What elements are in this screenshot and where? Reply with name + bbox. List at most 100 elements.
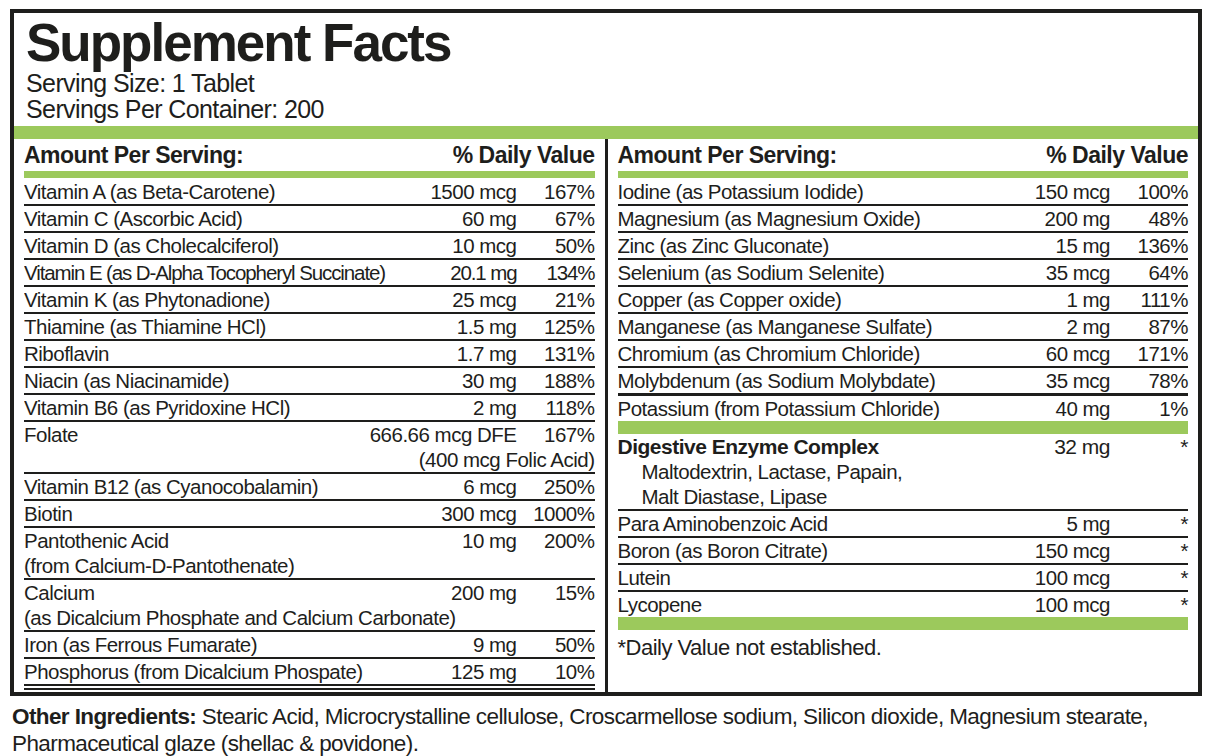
table-row: Biotin300 mcg1000% <box>24 501 595 528</box>
nutrient-row-main: Boron (as Boron Citrate)150 mcg* <box>618 539 1189 563</box>
table-row: Molybdenum (as Sodium Molybdate)35 mcg78… <box>618 368 1189 396</box>
nutrient-dv: 171% <box>1124 342 1188 366</box>
nutrient-amount: 32 mg <box>996 435 1124 459</box>
nutrient-row-main: Para Aminobenzoic Acid5 mg* <box>618 512 1189 536</box>
nutrient-dv: 78% <box>1124 369 1188 393</box>
nutrient-row-main: Manganese (as Manganese Sulfate)2 mg87% <box>618 315 1189 339</box>
nutrient-name: Vitamin C (Ascorbic Acid) <box>24 207 403 231</box>
nutrient-amount: 30 mg <box>403 369 531 393</box>
nutrient-name: Boron (as Boron Citrate) <box>618 539 997 563</box>
nutrient-amount: 100 mcg <box>996 566 1124 590</box>
nutrient-name: Zinc (as Zinc Gluconate) <box>618 234 997 258</box>
nutrient-dv: 200% <box>531 529 595 553</box>
column-header: Amount Per Serving: % Daily Value <box>24 139 595 171</box>
label-header: Supplement Facts Serving Size: 1 Tablet … <box>14 13 1198 122</box>
nutrient-dv: 134% <box>531 261 595 285</box>
table-row: Iodine (as Potassium Iodide)150 mcg100% <box>618 179 1189 206</box>
nutrient-dv: * <box>1124 512 1188 536</box>
nutrient-dv: 67% <box>531 207 595 231</box>
nutrient-row-main: Chromium (as Chromium Chloride)60 mcg171… <box>618 342 1189 366</box>
green-divider-bar <box>618 421 1189 434</box>
table-row: Lutein100 mcg* <box>618 565 1189 592</box>
nutrient-name: Chromium (as Chromium Chloride) <box>618 342 997 366</box>
nutrient-name: Phosphorus (from Dicalcium Phospate) <box>24 660 403 684</box>
nutrient-dv: 188% <box>531 369 595 393</box>
nutrient-name: Vitamin E (as D-Alpha Tocopheryl Succina… <box>24 261 403 285</box>
nutrient-row-main: Zinc (as Zinc Gluconate)15 mg136% <box>618 234 1189 258</box>
nutrient-row-main: Vitamin E (as D-Alpha Tocopheryl Succina… <box>24 261 595 285</box>
nutrient-dv: 48% <box>1124 207 1188 231</box>
table-row: Calcium200 mg15%(as Dicalcium Phosphate … <box>24 580 595 632</box>
daily-value-footnote: *Daily Value not established. <box>618 630 1189 661</box>
nutrient-amount: 60 mcg <box>996 342 1124 366</box>
green-divider-bar <box>618 171 1189 178</box>
nutrient-dv: 15% <box>531 581 595 605</box>
table-row: Thiamine (as Thiamine HCl)1.5 mg125% <box>24 314 595 341</box>
nutrient-name: Iron (as Ferrous Fumarate) <box>24 633 403 657</box>
nutrient-name: Vitamin B12 (as Cyanocobalamin) <box>24 475 403 499</box>
nutrient-row-main: Magnesium (as Magnesium Oxide)200 mg48% <box>618 207 1189 231</box>
nutrient-amount: 125 mg <box>403 660 531 684</box>
nutrient-dv: 118% <box>531 396 595 420</box>
nutrient-row-main: Phosphorus (from Dicalcium Phospate)125 … <box>24 660 595 684</box>
nutrient-amount: 200 mg <box>403 581 531 605</box>
nutrient-rows-left: Vitamin A (as Beta-Carotene)1500 mcg167%… <box>24 179 595 690</box>
nutrient-name: Iodine (as Potassium Iodide) <box>618 180 997 204</box>
nutrient-amount: 2 mg <box>996 315 1124 339</box>
nutrient-amount: 1.7 mg <box>403 342 531 366</box>
nutrient-dv: 167% <box>531 180 595 204</box>
nutrient-amount: 1500 mcg <box>403 180 531 204</box>
nutrient-amount: 25 mcg <box>403 288 531 312</box>
nutrient-name: Copper (as Copper oxide) <box>618 288 997 312</box>
nutrient-row-main: Copper (as Copper oxide)1 mg111% <box>618 288 1189 312</box>
nutrient-amount: 10 mg <box>403 529 531 553</box>
nutrient-dv: 100% <box>1124 180 1188 204</box>
daily-value-header: % Daily Value <box>453 142 595 169</box>
nutrient-dv: 1% <box>1124 397 1188 421</box>
nutrient-name: Digestive Enzyme Complex <box>618 435 997 459</box>
nutrient-name: Pantothenic Acid <box>24 529 403 553</box>
nutrient-row-main: Vitamin B6 (as Pyridoxine HCl)2 mg118% <box>24 396 595 420</box>
nutrient-subline: Maltodextrin, Lactase, Papain, <box>618 459 1189 484</box>
nutrient-row-main: Selenium (as Sodium Selenite)35 mcg64% <box>618 261 1189 285</box>
nutrient-amount: 2 mg <box>403 396 531 420</box>
nutrient-amount: 60 mg <box>403 207 531 231</box>
nutrient-dv: * <box>1124 593 1188 617</box>
nutrient-dv: * <box>1124 539 1188 563</box>
nutrient-amount: 35 mcg <box>996 261 1124 285</box>
nutrient-dv: 131% <box>531 342 595 366</box>
table-row: Manganese (as Manganese Sulfate)2 mg87% <box>618 314 1189 341</box>
nutrient-name: Lycopene <box>618 593 997 617</box>
nutrient-amount: 200 mg <box>996 207 1124 231</box>
nutrient-name: Calcium <box>24 581 403 605</box>
table-row: Selenium (as Sodium Selenite)35 mcg64% <box>618 260 1189 287</box>
nutrient-row-main: Vitamin B12 (as Cyanocobalamin)6 mcg250% <box>24 475 595 499</box>
nutrient-amount: 150 mcg <box>996 180 1124 204</box>
table-row: Boron (as Boron Citrate)150 mcg* <box>618 538 1189 565</box>
servings-per-container: Servings Per Container: 200 <box>26 96 1188 122</box>
nutrient-row-main: Iron (as Ferrous Fumarate)9 mg50% <box>24 633 595 657</box>
nutrient-name: Riboflavin <box>24 342 403 366</box>
nutrient-row-main: Molybdenum (as Sodium Molybdate)35 mcg78… <box>618 369 1189 393</box>
nutrient-row-main: Folate666.66 mcg DFE167% <box>24 423 595 447</box>
nutrient-amount: 15 mg <box>996 234 1124 258</box>
table-row: Vitamin K (as Phytonadione)25 mcg21% <box>24 287 595 314</box>
nutrient-row-main: Riboflavin1.7 mg131% <box>24 342 595 366</box>
nutrient-dv: 87% <box>1124 315 1188 339</box>
nutrient-name: Vitamin D (as Cholecalciferol) <box>24 234 403 258</box>
table-row: Vitamin E (as D-Alpha Tocopheryl Succina… <box>24 260 595 287</box>
nutrient-row-main: Calcium200 mg15% <box>24 581 595 605</box>
table-row: Potassium (from Potassium Chloride)40 mg… <box>618 396 1189 421</box>
nutrient-amount: 1 mg <box>996 288 1124 312</box>
table-row: Iron (as Ferrous Fumarate)9 mg50% <box>24 632 595 659</box>
nutrient-name: Thiamine (as Thiamine HCl) <box>24 315 403 339</box>
nutrient-name: Vitamin K (as Phytonadione) <box>24 288 403 312</box>
facts-column-right: Amount Per Serving: % Daily Value Iodine… <box>605 139 1199 692</box>
nutrient-row-main: Iodine (as Potassium Iodide)150 mcg100% <box>618 180 1189 204</box>
table-row: Vitamin A (as Beta-Carotene)1500 mcg167% <box>24 179 595 206</box>
nutrient-amount: 5 mg <box>996 512 1124 536</box>
nutrient-row-main: Biotin300 mcg1000% <box>24 502 595 526</box>
nutrient-subline: (400 mcg Folic Acid) <box>24 447 595 472</box>
nutrient-dv: 167% <box>531 423 595 447</box>
serving-size: Serving Size: 1 Tablet <box>26 70 1188 96</box>
